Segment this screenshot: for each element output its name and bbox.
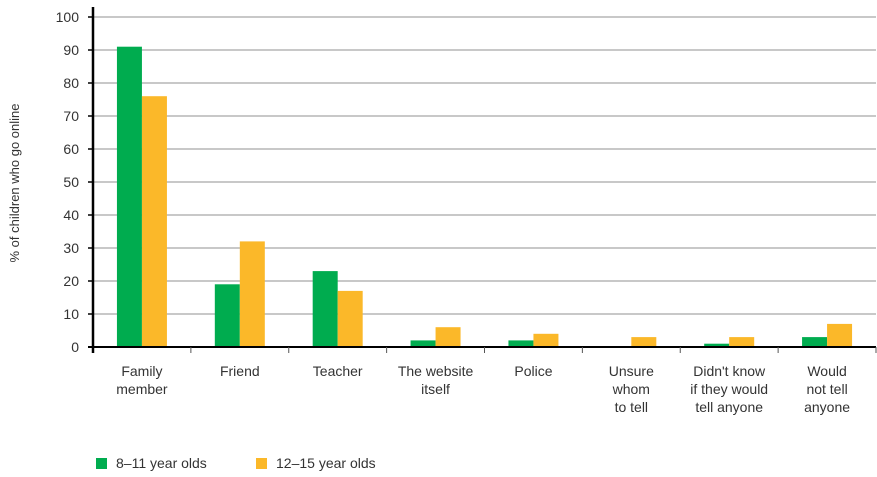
y-tick-label: 60 xyxy=(63,141,79,157)
legend-swatch xyxy=(256,458,267,469)
bar-series-2 xyxy=(631,337,657,347)
x-category-labels: Family member Friend Teacher The website itse… xyxy=(116,363,850,415)
x-category-label: Family member xyxy=(116,363,168,397)
bar-series-2 xyxy=(141,96,167,347)
y-tick-label: 40 xyxy=(63,207,79,223)
y-tick-label: 50 xyxy=(63,174,79,190)
bar-series-1 xyxy=(802,337,828,347)
bar-series-2 xyxy=(729,337,755,347)
y-tick-label: 30 xyxy=(63,240,79,256)
bar-series-1 xyxy=(312,271,338,347)
bar-series-1 xyxy=(508,340,534,347)
bar-series-2 xyxy=(337,290,363,347)
y-tick-label: 80 xyxy=(63,75,79,91)
x-category-label: Didn't know if they would tell anyone xyxy=(690,363,768,415)
x-category-label: Teacher xyxy=(313,363,363,379)
y-tick-label: 90 xyxy=(63,42,79,58)
x-category-label: Police xyxy=(514,363,552,379)
bar-series-2 xyxy=(827,323,853,347)
x-category-label: Unsure whom to tell xyxy=(609,363,654,415)
gridlines xyxy=(88,16,876,348)
y-tick-label: 20 xyxy=(63,273,79,289)
y-tick-labels: 0 10 20 30 40 50 60 70 80 90 100 xyxy=(56,9,80,355)
bar-series-1 xyxy=(410,340,436,347)
y-tick-label: 100 xyxy=(56,9,80,25)
axes xyxy=(88,7,877,353)
x-category-label: The website itself xyxy=(398,363,474,397)
bars xyxy=(116,46,853,347)
legend-swatch xyxy=(96,458,107,469)
x-category-label: Would not tell anyone xyxy=(804,363,850,415)
y-axis-label: % of children who go online xyxy=(7,104,22,263)
bar-series-2 xyxy=(239,241,265,347)
bar-series-1 xyxy=(214,284,240,347)
bar-series-2 xyxy=(533,333,559,347)
legend: 8–11 year olds 12–15 year olds xyxy=(96,455,376,471)
y-tick-label: 70 xyxy=(63,108,79,124)
legend-label: 12–15 year olds xyxy=(276,455,376,471)
y-tick-label: 10 xyxy=(63,306,79,322)
y-tick-label: 0 xyxy=(71,339,79,355)
x-category-label: Friend xyxy=(220,363,260,379)
bar-series-1 xyxy=(704,343,730,347)
bar-series-2 xyxy=(435,327,461,347)
legend-label: 8–11 year olds xyxy=(116,455,207,471)
bar-series-1 xyxy=(116,46,142,347)
